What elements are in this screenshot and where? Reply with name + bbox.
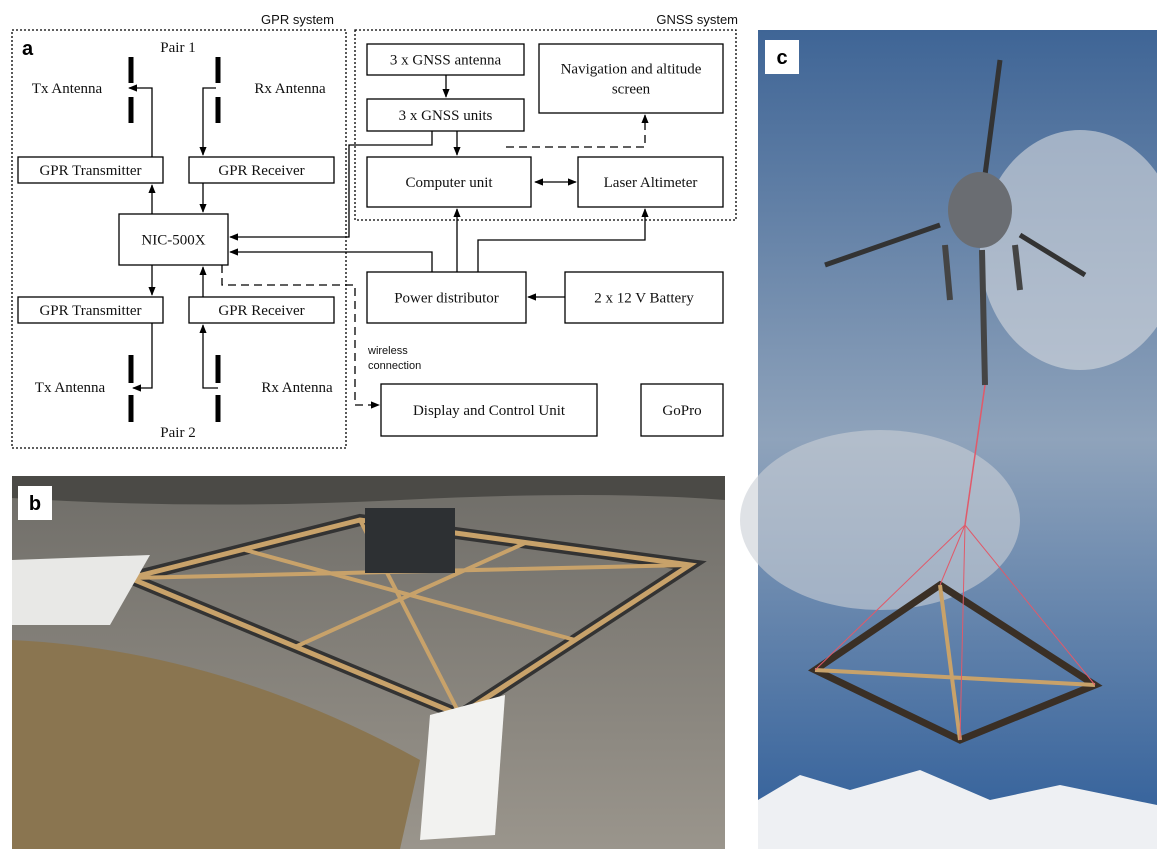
annotation: wireless	[367, 345, 408, 357]
arrow	[230, 131, 432, 237]
photo-b: b	[12, 476, 725, 849]
antenna-label: Tx Antenna	[35, 380, 106, 396]
arrow	[133, 323, 152, 388]
node-label: GPR Transmitter	[39, 163, 141, 179]
figure: b c a GPR system GNSS system Pair 1 Pair…	[0, 0, 1157, 849]
wing	[420, 695, 505, 840]
page: b c a GPR system GNSS system Pair 1 Pair…	[0, 0, 1157, 849]
pair-label: Pair 1	[160, 40, 195, 56]
node-label: 3 x GNSS units	[399, 108, 493, 124]
antenna-label: Rx Antenna	[254, 81, 326, 97]
node-label: NIC-500X	[141, 233, 205, 249]
cloud	[740, 430, 1020, 610]
pair-label: Pair 2	[160, 425, 195, 441]
antenna-label: Tx Antenna	[32, 81, 103, 97]
panel-label: b	[29, 493, 41, 515]
node-label: Navigation and altitude	[561, 62, 702, 78]
node-label: GPR Receiver	[218, 303, 304, 319]
node-label: Display and Control Unit	[413, 403, 566, 419]
arrow	[478, 209, 645, 272]
node-label: GoPro	[662, 403, 701, 419]
node-label: GPR Receiver	[218, 163, 304, 179]
case	[365, 508, 455, 573]
node-label: Power distributor	[394, 291, 499, 307]
helicopter	[948, 172, 1012, 248]
node-label: 2 x 12 V Battery	[594, 291, 694, 307]
group-label: GNSS system	[656, 12, 738, 27]
node-box	[539, 44, 723, 113]
node-label: screen	[612, 82, 651, 98]
panel-label: a	[22, 38, 34, 60]
group-label: GPR system	[261, 12, 334, 27]
arrow	[230, 252, 432, 272]
antenna-label: Rx Antenna	[261, 380, 333, 396]
annotation: connection	[368, 360, 421, 372]
node-label: 3 x GNSS antenna	[390, 53, 502, 69]
arrow	[203, 88, 216, 155]
panel-label: c	[776, 47, 787, 69]
node-label: GPR Transmitter	[39, 303, 141, 319]
node-label: Laser Altimeter	[604, 175, 698, 191]
photo-c: c	[740, 30, 1157, 849]
node-label: Computer unit	[405, 175, 493, 191]
dashed-arrow	[506, 115, 645, 147]
